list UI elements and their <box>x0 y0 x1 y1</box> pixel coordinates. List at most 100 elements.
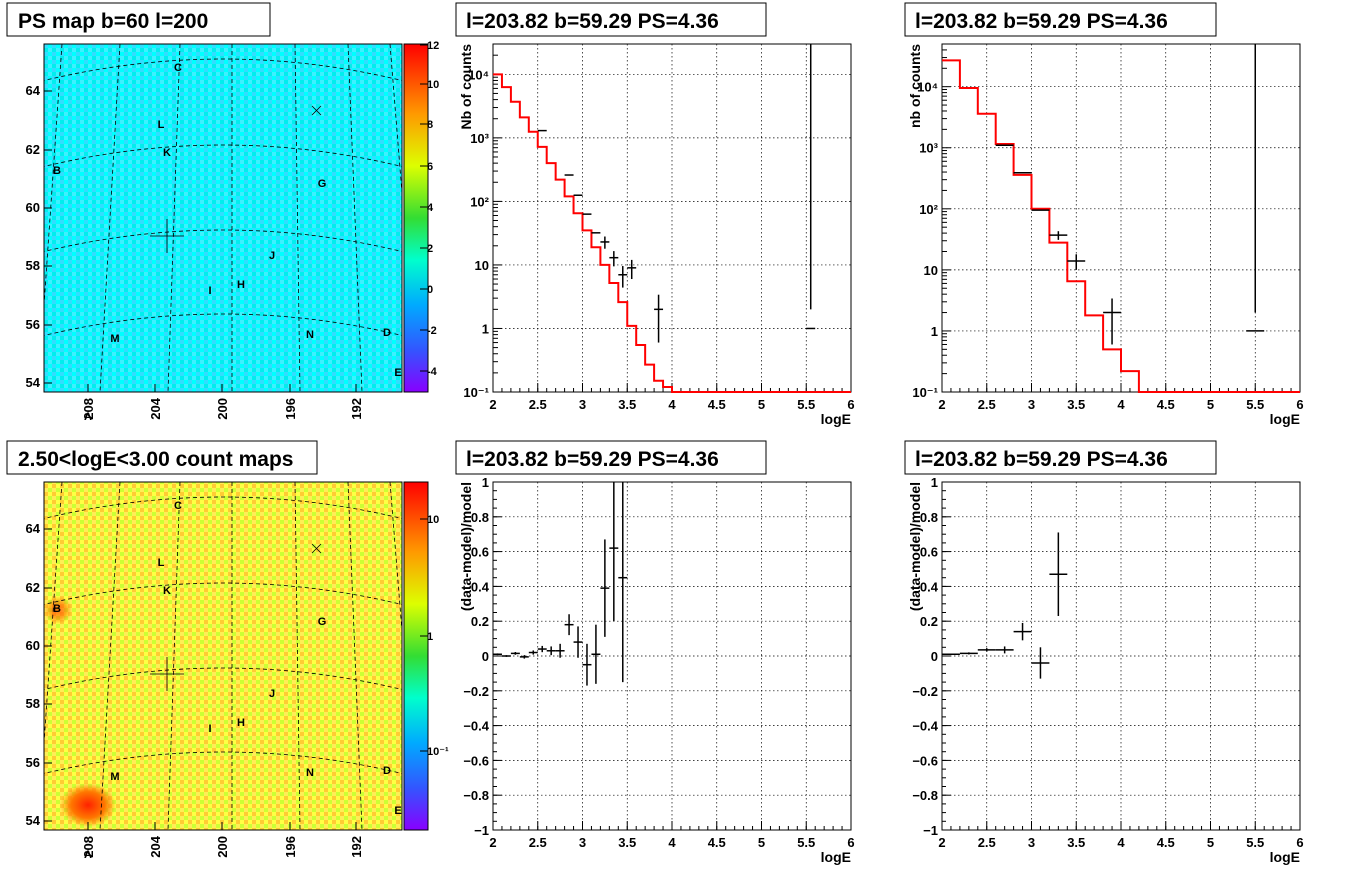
source-label-i: I <box>208 285 211 297</box>
y-tick-label: 0.4 <box>920 579 939 594</box>
latitude-tick-label: 54 <box>26 813 41 828</box>
x-tick-label: 4.5 <box>708 835 726 850</box>
residual-right-title: l=203.82 b=59.29 PS=4.36 <box>915 448 1168 471</box>
data-point <box>1031 647 1050 679</box>
source-label-b: B <box>53 603 61 615</box>
latitude-line <box>44 667 402 690</box>
ps-map-image <box>44 44 402 392</box>
data-point <box>591 624 601 684</box>
data-point <box>609 251 619 267</box>
hot-spot-a <box>60 783 116 827</box>
source-label-d: D <box>383 765 391 777</box>
y-tick-label: −0.4 <box>463 719 489 734</box>
colorbar-tick-label: 10⁻¹ <box>427 746 449 758</box>
source-label-h: H <box>237 717 245 729</box>
x-tick-label: 5.5 <box>1246 835 1264 850</box>
longitude-line <box>389 482 402 637</box>
y-tick-label: 10³ <box>470 131 489 146</box>
y-tick-label: 1 <box>931 475 938 490</box>
ps-map-title: PS map b=60 l=200 <box>18 10 208 33</box>
y-tick-label: −0.6 <box>463 753 489 768</box>
x-tick-label: 2.5 <box>978 397 996 412</box>
source-label-e: E <box>394 367 401 379</box>
longitude-line <box>167 482 181 830</box>
count-colorbar <box>404 482 428 830</box>
longitude-line <box>347 482 363 830</box>
y-tick-label: 10⁻¹ <box>463 385 489 400</box>
source-label-a: A <box>84 849 92 861</box>
y-tick-label: −0.8 <box>912 788 938 803</box>
source-label-k: K <box>163 147 171 159</box>
source-label-a: A <box>84 411 92 423</box>
longitude-line <box>389 44 402 199</box>
y-tick-label: 0.6 <box>920 545 938 560</box>
x-tick-label: 3 <box>579 835 586 850</box>
longitude-tick-label: 192 <box>349 836 364 858</box>
colorbar-tick-label: 10 <box>427 79 439 91</box>
y-tick-label: 10⁴ <box>468 67 489 82</box>
data-point <box>942 653 960 656</box>
colorbar-tick-label: -4 <box>427 366 438 378</box>
x-tick-label: 2 <box>938 835 945 850</box>
colorbar-tick-label: 8 <box>427 119 433 131</box>
x-tick-label: 3.5 <box>618 397 636 412</box>
latitude-tick-label: 64 <box>26 83 41 98</box>
y-tick-label: 1 <box>931 324 938 339</box>
colorbar-frame <box>403 481 429 831</box>
x-tick-label: 2 <box>489 397 496 412</box>
x-tick-label: 2.5 <box>529 397 547 412</box>
colorbar-tick-label: 10 <box>427 514 439 526</box>
y-tick-label: −0.8 <box>463 788 489 803</box>
x-tick-label: 4 <box>1117 397 1125 412</box>
source-label-n: N <box>306 767 314 779</box>
source-label-l: L <box>158 557 165 569</box>
colorbar-tick-label: -2 <box>427 325 437 337</box>
spectrum-right-title: l=203.82 b=59.29 PS=4.36 <box>915 10 1168 33</box>
spectrum-left-title: l=203.82 b=59.29 PS=4.36 <box>466 10 719 33</box>
data-point <box>609 482 619 622</box>
source-label-k: K <box>163 585 171 597</box>
data-point <box>995 646 1014 654</box>
y-tick-label: 10⁴ <box>917 80 938 95</box>
colorbar-tick-label: 6 <box>427 161 433 173</box>
longitude-line <box>294 44 301 392</box>
source-label-d: D <box>383 327 391 339</box>
latitude-tick-label: 56 <box>26 755 40 770</box>
y-tick-label: 10² <box>919 202 938 217</box>
latitude-line <box>44 144 402 167</box>
count-map-overlay: 54 56 58 60 62 64 208 204 200 196 192 A B C D E G H I J K L M N… <box>26 481 449 861</box>
x-tick-label: 6 <box>847 835 854 850</box>
y-tick-label: 10 <box>924 263 938 278</box>
data-point <box>537 645 547 653</box>
x-axis-label: logE <box>1270 411 1300 427</box>
y-tick-label: −1 <box>923 823 938 838</box>
model-line <box>942 59 1300 393</box>
spectrum-right-chart: 2 2.5 3 3.5 4 4.5 5 5.5 6 10⁻¹ 1 10 10² 10³ 10⁴ logE nb … <box>907 43 1304 427</box>
latitude-tick-label: 58 <box>26 696 40 711</box>
source-label-j: J <box>269 250 275 262</box>
x-tick-label: 5 <box>1207 835 1214 850</box>
y-tick-label: −0.6 <box>912 753 938 768</box>
spectrum-left-title-box: l=203.82 b=59.29 PS=4.36 <box>455 2 767 37</box>
y-axis-label: (data-model)/model <box>458 482 474 611</box>
data-point <box>1013 622 1032 641</box>
data-point <box>493 653 502 656</box>
data-point <box>618 482 628 683</box>
data-point <box>600 236 610 249</box>
longitude-tick-label: 192 <box>349 398 364 420</box>
y-tick-label: 1 <box>482 475 489 490</box>
x-axis-label: logE <box>821 849 851 865</box>
x-tick-label: 3.5 <box>618 835 636 850</box>
latitude-tick-label: 58 <box>26 258 40 273</box>
residual-left-title: l=203.82 b=59.29 PS=4.36 <box>466 448 719 471</box>
latitude-line <box>44 582 402 605</box>
data-point <box>519 655 529 659</box>
residual-left-chart: 2 2.5 3 3.5 4 4.5 5 5.5 6 −1 −0.8 −0.6 −0.4 −0.2 0 0.2 0… <box>458 475 855 865</box>
spectrum-left-chart: 2 2.5 3 3.5 4 4.5 5 5.5 6 10⁻¹ 1 10 10² 10³ 10⁴ logE Nb … <box>458 43 855 427</box>
count-graticule <box>44 482 402 830</box>
residual-right-title-box: l=203.82 b=59.29 PS=4.36 <box>904 440 1217 475</box>
x-tick-label: 5.5 <box>797 397 815 412</box>
target-cross <box>150 657 184 691</box>
